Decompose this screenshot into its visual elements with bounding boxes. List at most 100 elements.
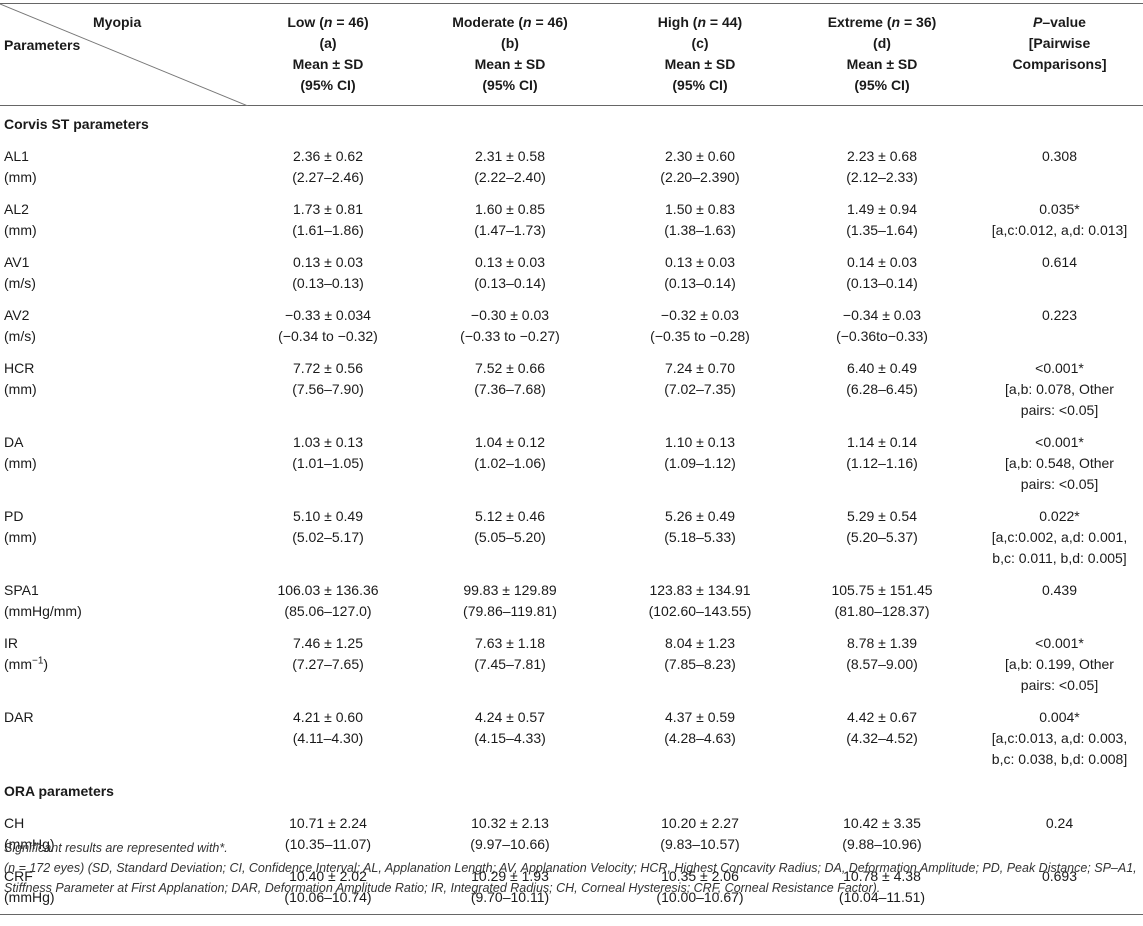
mean-sd: −0.32 ± 0.03 — [660, 307, 740, 323]
mean-sd: 123.83 ± 134.91 — [649, 582, 751, 598]
pvalue: 0.308 — [1041, 148, 1078, 164]
mean-sd: 1.49 ± 0.94 — [847, 201, 917, 217]
pvalue-header: P–value [Pairwise Comparisons] — [976, 3, 1143, 106]
parameter-unit: (mm−1) — [4, 655, 49, 672]
group-header-extreme: Extreme (n = 36) (d) Mean ± SD (95% CI) — [788, 3, 976, 106]
mean-sd: 10.71 ± 2.24 — [289, 815, 367, 831]
value-cell: −0.33 ± 0.034 (−0.34 to −0.32) — [248, 297, 408, 350]
mean-sd: 10.78 ± 4.38 — [843, 868, 921, 884]
parameter-unit: (mmHg) — [4, 836, 55, 852]
confidence-interval: (4.11–4.30) — [292, 730, 364, 746]
value-cell: 2.36 ± 0.62 (2.27–2.46) — [248, 138, 408, 191]
parameter-cell: DAR — [0, 699, 248, 773]
pairwise-comparison: b,c: 0.011, b,d: 0.005] — [992, 550, 1127, 566]
parameter-cell: AL1 (mm) — [0, 138, 248, 191]
mean-sd: 1.50 ± 0.83 — [665, 201, 735, 217]
mean-sd: 7.72 ± 0.56 — [293, 360, 363, 376]
parameter-name: AV2 — [4, 307, 30, 323]
mean-sd: 1.10 ± 0.13 — [665, 434, 735, 450]
mean-sd: 5.10 ± 0.49 — [293, 508, 363, 524]
mean-sd: 0.13 ± 0.03 — [665, 254, 735, 270]
mean-sd: 1.04 ± 0.12 — [475, 434, 545, 450]
value-cell: 10.29 ± 1.93 (9.70–10.11) — [408, 858, 612, 915]
mean-sd: 0.13 ± 0.03 — [475, 254, 545, 270]
confidence-interval: (0.13–0.14) — [664, 275, 736, 291]
parameter-name: PD — [4, 508, 24, 524]
mean-sd: 5.26 ± 0.49 — [665, 508, 735, 524]
table-row: CRF (mmHg) 10.40 ± 2.02 (10.06–10.74) 10.29 … — [0, 858, 1143, 915]
pvalue-cell: 0.24 — [976, 805, 1143, 858]
pairwise-comparison: pairs: <0.05] — [1020, 677, 1099, 693]
mean-sd: 10.42 ± 3.35 — [843, 815, 921, 831]
value-cell: 1.73 ± 0.81 (1.61–1.86) — [248, 191, 408, 244]
value-cell: 2.23 ± 0.68 (2.12–2.33) — [788, 138, 976, 191]
value-cell: 0.13 ± 0.03 (0.13–0.14) — [408, 244, 612, 297]
mean-sd: 10.35 ± 2.06 — [661, 868, 739, 884]
mean-sd: −0.33 ± 0.034 — [285, 307, 371, 323]
parameter-unit: (mm) — [4, 455, 37, 471]
pvalue: 0.022* — [1039, 508, 1080, 524]
mean-sd: 2.36 ± 0.62 — [293, 148, 363, 164]
parameter-cell: AV2 (m/s) — [0, 297, 248, 350]
footnote-abbreviations: (n = 172 eyes) (SD, Standard Deviation; … — [4, 861, 1137, 895]
confidence-interval: (7.36–7.68) — [474, 381, 546, 397]
confidence-interval: (9.88–10.96) — [842, 836, 922, 852]
table-footnotes: Significant results are represented with… — [4, 838, 1140, 898]
parameter-cell: CH (mmHg) — [0, 805, 248, 858]
confidence-interval: (2.20–2.390) — [660, 169, 740, 185]
confidence-interval: (1.12–1.16) — [846, 455, 918, 471]
confidence-interval: (7.56–7.90) — [292, 381, 364, 397]
mean-sd: 99.83 ± 129.89 — [463, 582, 557, 598]
confidence-interval: (10.06–10.74) — [284, 889, 372, 905]
pvalue: <0.001* — [1035, 360, 1084, 376]
mean-sd: −0.30 ± 0.03 — [470, 307, 550, 323]
pvalue: <0.001* — [1035, 434, 1084, 450]
value-cell: 1.60 ± 0.85 (1.47–1.73) — [408, 191, 612, 244]
pairwise-comparison: [a,b: 0.548, Other — [1005, 455, 1114, 471]
pvalue: <0.001* — [1035, 635, 1084, 651]
pvalue-cell: <0.001* [a,b: 0.199, Other pairs: <0.05] — [976, 625, 1143, 699]
value-cell: 5.12 ± 0.46 (5.05–5.20) — [408, 498, 612, 572]
parameter-name: CRF — [4, 868, 33, 884]
confidence-interval: (9.70–10.11) — [470, 889, 550, 905]
parameter-cell: SPA1 (mmHg/mm) — [0, 572, 248, 625]
parameter-name: HCR — [4, 360, 35, 376]
table-row: AL1 (mm) 2.36 ± 0.62 (2.27–2.46) 2.31 ± 0.58… — [0, 138, 1143, 191]
value-cell: 1.49 ± 0.94 (1.35–1.64) — [788, 191, 976, 244]
mean-sd: 7.46 ± 1.25 — [293, 635, 363, 651]
parameter-unit: (m/s) — [4, 328, 36, 344]
confidence-interval: (−0.34 to −0.32) — [278, 328, 378, 344]
parameter-name: DA — [4, 434, 24, 450]
mean-sd: 4.42 ± 0.67 — [847, 709, 917, 725]
group-header-high: High (n = 44) (c) Mean ± SD (95% CI) — [612, 3, 788, 106]
confidence-interval: (4.32–4.52) — [846, 730, 918, 746]
section-row: ORA parameters — [0, 773, 1143, 805]
confidence-interval: (4.15–4.33) — [474, 730, 546, 746]
mean-sd: 8.04 ± 1.23 — [665, 635, 735, 651]
value-cell: 1.14 ± 0.14 (1.12–1.16) — [788, 424, 976, 498]
pvalue: 0.24 — [1045, 815, 1074, 831]
value-cell: 1.03 ± 0.13 (1.01–1.05) — [248, 424, 408, 498]
pvalue: 0.693 — [1041, 868, 1078, 884]
table-row: SPA1 (mmHg/mm) 106.03 ± 136.36 (85.06–127.0… — [0, 572, 1143, 625]
value-cell: 10.42 ± 3.35 (9.88–10.96) — [788, 805, 976, 858]
table-row: HCR (mm) 7.72 ± 0.56 (7.56–7.90) 7.52 ± 0.66… — [0, 350, 1143, 424]
value-cell: 4.24 ± 0.57 (4.15–4.33) — [408, 699, 612, 773]
confidence-interval: (7.02–7.35) — [664, 381, 736, 397]
parameter-unit: (mm) — [4, 222, 37, 238]
confidence-interval: (85.06–127.0) — [284, 603, 372, 619]
mean-sd: 10.40 ± 2.02 — [289, 868, 367, 884]
pairwise-comparison: [a,b: 0.078, Other — [1005, 381, 1114, 397]
value-cell: 1.04 ± 0.12 (1.02–1.06) — [408, 424, 612, 498]
confidence-interval: (81.80–128.37) — [834, 603, 930, 619]
confidence-interval: (−0.36to−0.33) — [836, 328, 928, 344]
mean-sd: 7.24 ± 0.70 — [665, 360, 735, 376]
parameter-cell: IR (mm−1) — [0, 625, 248, 699]
value-cell: 0.14 ± 0.03 (0.13–0.14) — [788, 244, 976, 297]
pairwise-comparison: pairs: <0.05] — [1020, 402, 1099, 418]
value-cell: 7.46 ± 1.25 (7.27–7.65) — [248, 625, 408, 699]
pvalue-cell: <0.001* [a,b: 0.548, Other pairs: <0.05] — [976, 424, 1143, 498]
parameter-cell: AV1 (m/s) — [0, 244, 248, 297]
pvalue: 0.614 — [1041, 254, 1078, 270]
